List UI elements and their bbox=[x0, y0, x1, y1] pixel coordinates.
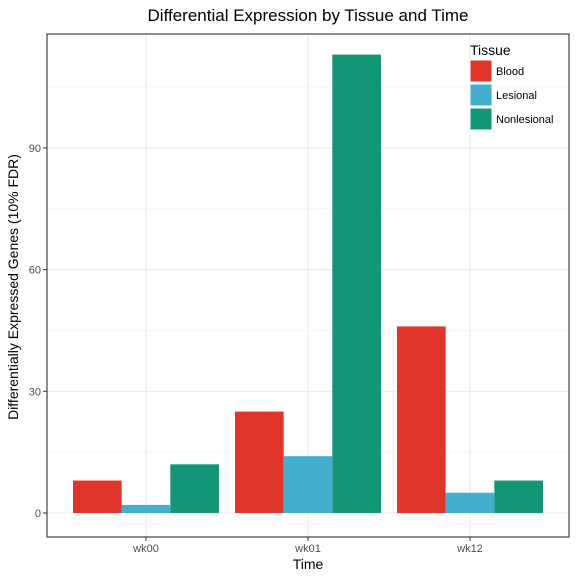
x-axis-title: Time bbox=[293, 556, 324, 572]
y-axis-title: Differentially Expressed Genes (10% FDR) bbox=[5, 154, 21, 420]
y-tick-label: 60 bbox=[29, 265, 41, 277]
bar-blood-wk01 bbox=[235, 411, 284, 513]
bars bbox=[73, 54, 543, 513]
y-tick-label: 0 bbox=[35, 508, 41, 520]
bar-blood-wk12 bbox=[397, 326, 446, 513]
legend-label-lesional: Lesional bbox=[496, 90, 537, 102]
x-axis-ticks: wk00 wk01 wk12 bbox=[132, 537, 483, 555]
bar-lesional-wk01 bbox=[283, 456, 333, 513]
x-tick-label: wk12 bbox=[456, 543, 483, 555]
bar-nonlesional-wk12 bbox=[494, 480, 543, 513]
bar-nonlesional-wk00 bbox=[170, 464, 219, 513]
legend-label-blood: Blood bbox=[496, 66, 524, 78]
y-tick-label: 90 bbox=[29, 143, 41, 155]
y-axis-ticks: 0 30 60 90 bbox=[29, 143, 47, 520]
bar-nonlesional-wk01 bbox=[332, 54, 381, 513]
legend-key-nonlesional bbox=[469, 107, 493, 131]
legend-key-lesional bbox=[469, 83, 493, 107]
legend-title: Tissue bbox=[470, 42, 511, 58]
legend: Tissue Blood Lesional Nonlesional bbox=[469, 42, 553, 131]
bar-blood-wk00 bbox=[73, 480, 122, 513]
legend-label-nonlesional: Nonlesional bbox=[496, 114, 553, 126]
x-tick-label: wk00 bbox=[132, 543, 159, 555]
bar-lesional-wk00 bbox=[121, 504, 171, 513]
y-tick-label: 30 bbox=[29, 386, 41, 398]
bar-lesional-wk12 bbox=[445, 492, 495, 513]
legend-key-blood bbox=[469, 59, 493, 83]
x-tick-label: wk01 bbox=[294, 543, 321, 555]
chart-title: Differential Expression by Tissue and Ti… bbox=[148, 6, 469, 25]
